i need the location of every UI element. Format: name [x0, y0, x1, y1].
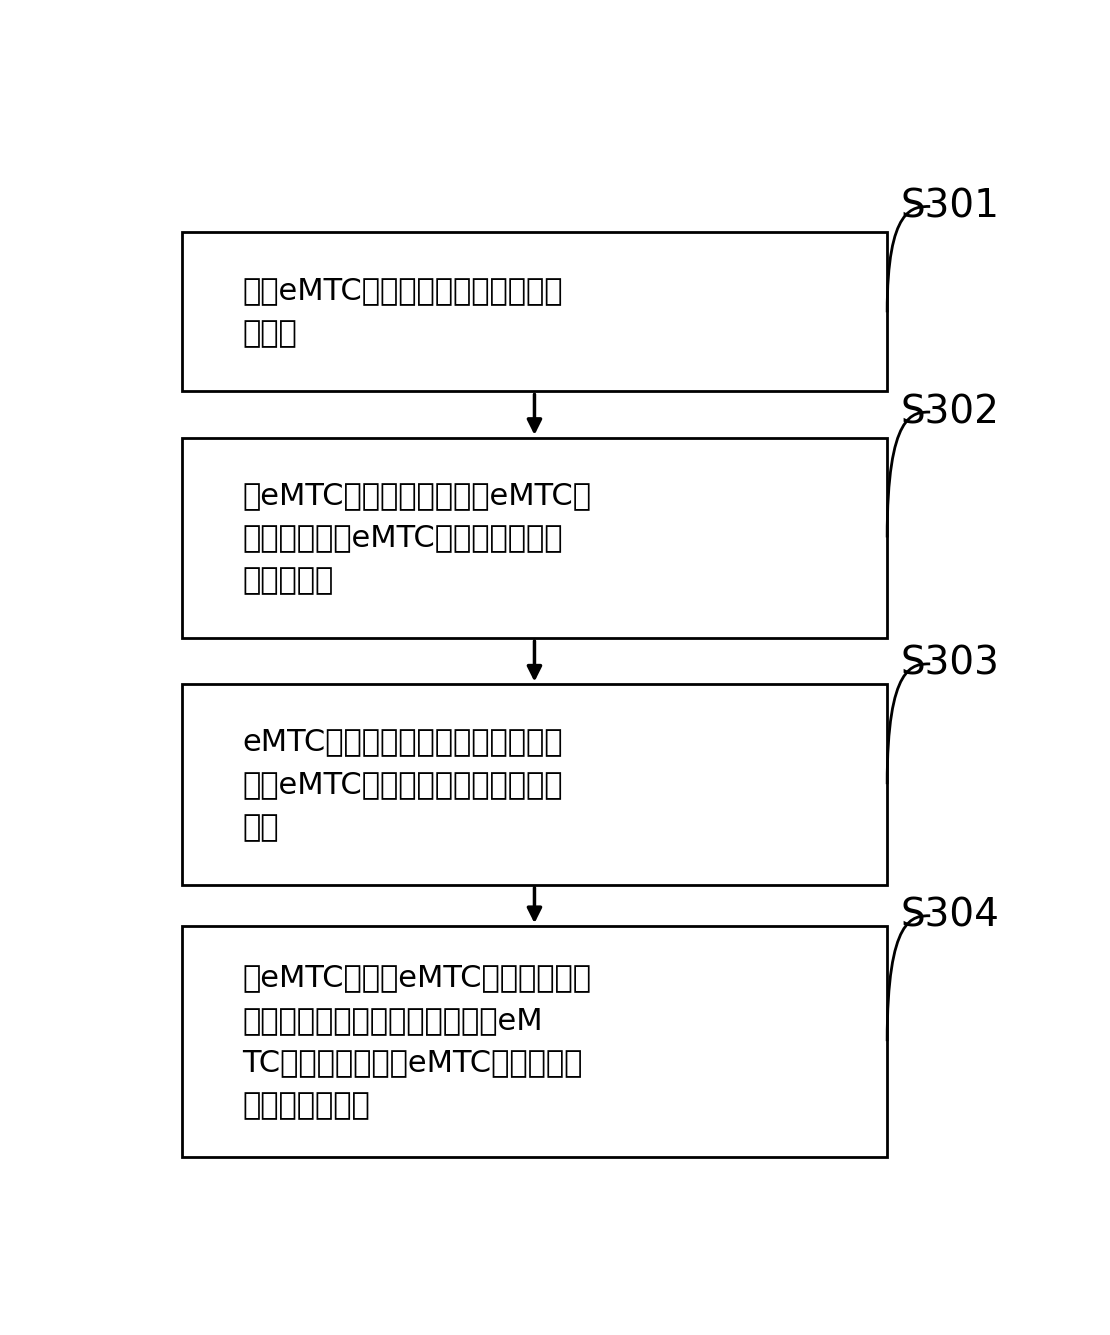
- Text: S301: S301: [900, 187, 999, 226]
- Bar: [182, 926, 887, 1157]
- Bar: [182, 685, 887, 885]
- Text: 当eMTC终端准备随机接入eMTC系
统的基站时，eMTC终端随机生成第
一连接时长: 当eMTC终端准备随机接入eMTC系 统的基站时，eMTC终端随机生成第 一连接…: [242, 481, 591, 595]
- Bar: [182, 438, 887, 638]
- Text: S304: S304: [900, 897, 999, 934]
- Text: 根据eMTC终端的类型，设置最长连
接时长: 根据eMTC终端的类型，设置最长连 接时长: [242, 276, 563, 347]
- Bar: [182, 232, 887, 391]
- Text: eMTC终端在延时第一连接时长之后
，向eMTC系统的基站发出随机接入
请求: eMTC终端在延时第一连接时长之后 ，向eMTC系统的基站发出随机接入 请求: [242, 728, 563, 842]
- Text: S302: S302: [900, 392, 999, 431]
- Text: 当eMTC终端向eMTC系统的基站发
出的随机接入请求被拒绝之后，eM
TC终端重复发起向eMTC系统的基站
的随机接入请求: 当eMTC终端向eMTC系统的基站发 出的随机接入请求被拒绝之后，eM TC终端…: [242, 963, 591, 1120]
- Text: S303: S303: [900, 645, 999, 684]
